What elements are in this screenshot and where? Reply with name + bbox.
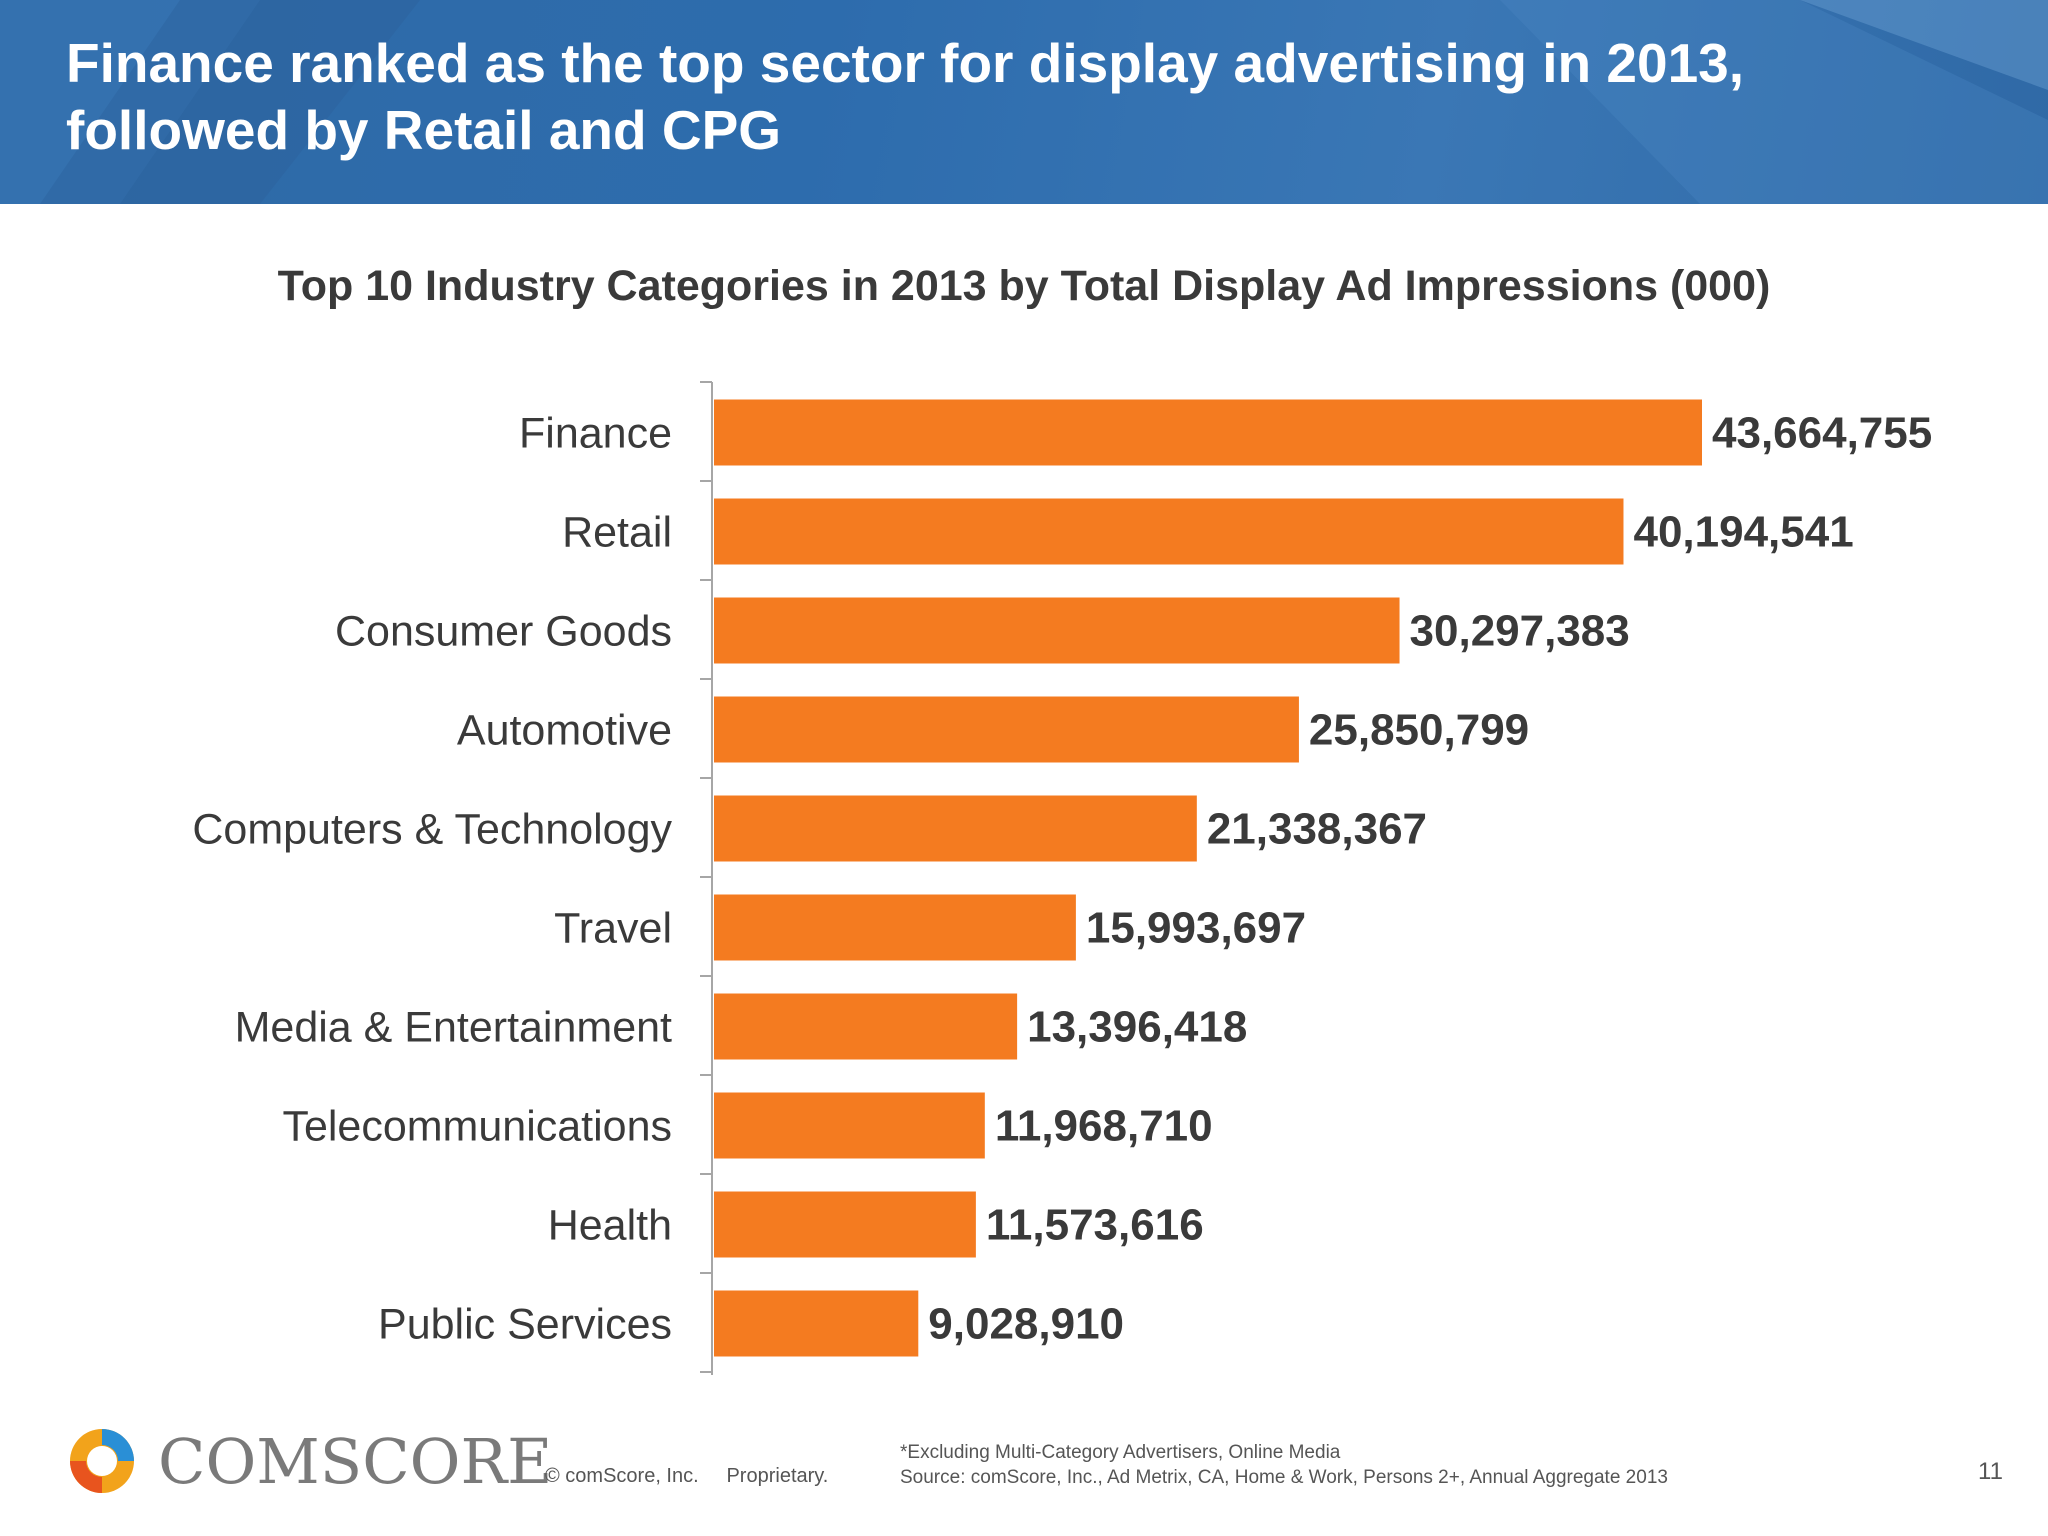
category-label: Finance [519, 410, 672, 458]
slide-title-line-2: followed by Retail and CPG [66, 99, 782, 161]
data-label: 15,993,697 [1086, 904, 1306, 953]
category-label: Public Services [378, 1301, 672, 1349]
bar [714, 1191, 976, 1258]
data-label: 40,194,541 [1633, 508, 1853, 557]
category-label: Media & Entertainment [235, 1004, 672, 1052]
bar [714, 498, 1624, 565]
bar [714, 1290, 919, 1357]
header-decoration [0, 0, 2048, 204]
bar [714, 399, 1702, 466]
bar [714, 993, 1018, 1060]
category-label: Computers & Technology [192, 806, 672, 854]
bar [714, 597, 1400, 664]
slide-title: Finance ranked as the top sector for dis… [66, 30, 1966, 164]
data-label: 13,396,418 [1027, 1003, 1247, 1052]
slide-title-line-1: Finance ranked as the top sector for dis… [66, 32, 1745, 94]
source-note: Source: comScore, Inc., Ad Metrix, CA, H… [900, 1467, 1668, 1488]
bar [714, 894, 1076, 961]
category-label: Consumer Goods [335, 608, 672, 656]
copyright-notice: © comScore, Inc. Proprietary. [545, 1465, 828, 1488]
category-label: Automotive [457, 707, 672, 755]
page-number: 11 [1978, 1458, 2003, 1485]
data-label: 21,338,367 [1207, 805, 1427, 854]
bar [714, 1092, 985, 1159]
data-label: 11,573,616 [986, 1201, 1204, 1250]
comscore-logo-text: COMSCORE [158, 1425, 553, 1498]
comscore-logo-icon [70, 1429, 134, 1493]
category-label: Travel [554, 905, 672, 953]
copyright-text: © comScore, Inc. [545, 1465, 699, 1487]
bar-chart: Finance 43,664,755 Retail 40,194,541 Consume… [192, 381, 1932, 1375]
proprietary-text: Proprietary. [726, 1465, 829, 1487]
data-label: 30,297,383 [1410, 607, 1630, 656]
category-label: Telecommunications [282, 1103, 672, 1151]
category-label: Health [548, 1202, 672, 1250]
data-label: 43,664,755 [1712, 409, 1932, 458]
bar [714, 795, 1197, 862]
data-label: 25,850,799 [1309, 706, 1529, 755]
slide-header: Finance ranked as the top sector for dis… [0, 0, 2048, 204]
exclusion-note: *Excluding Multi-Category Advertisers, O… [900, 1442, 1341, 1463]
chart-title: Top 10 Industry Categories in 2013 by To… [277, 262, 1771, 310]
bar [714, 696, 1299, 763]
category-label: Retail [562, 509, 672, 557]
data-label: 9,028,910 [928, 1300, 1124, 1349]
source-notes: *Excluding Multi-Category Advertisers, O… [900, 1440, 1668, 1490]
data-label: 11,968,710 [995, 1102, 1213, 1151]
